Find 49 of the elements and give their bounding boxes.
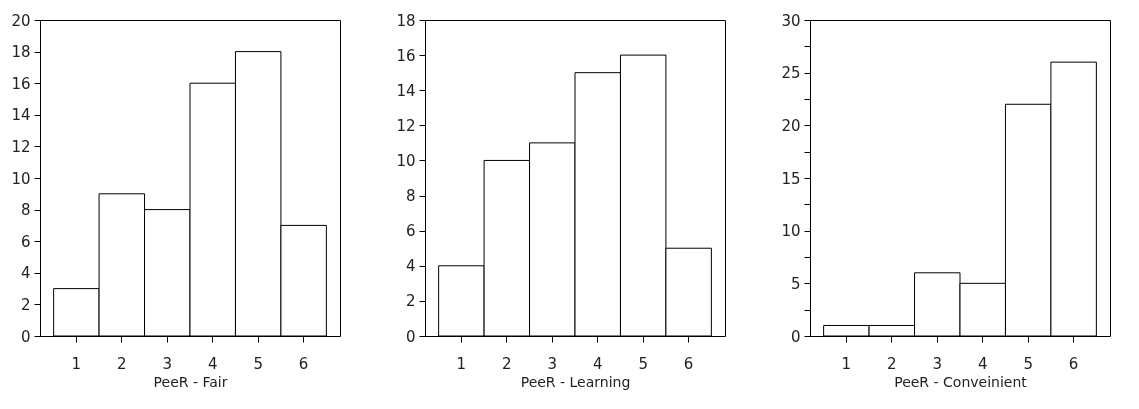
y-tick-label: 20: [781, 116, 801, 135]
y-tick-label: 0: [20, 327, 31, 346]
y-tick-label: 18: [11, 43, 31, 62]
y-tick-label: 16: [396, 46, 416, 65]
y-tick-label: 4: [20, 264, 31, 283]
y-tick-label: 18: [396, 11, 416, 30]
y-tick-label: 10: [781, 222, 801, 241]
x-tick-label: 1: [456, 354, 467, 373]
x-tick-label: 5: [1023, 354, 1033, 373]
y-tick-label: 5: [790, 274, 801, 293]
x-tick-label: 1: [841, 354, 852, 373]
y-tick-label: 15: [781, 169, 801, 188]
y-tick-label: 0: [790, 327, 801, 346]
y-tick-label: 10: [11, 169, 31, 188]
x-tick-label: 2: [117, 354, 127, 373]
y-tick-label: 25: [781, 64, 801, 83]
y-tick-label: 8: [405, 187, 416, 206]
y-tick-label: 10: [396, 151, 416, 170]
x-tick-label: 3: [162, 354, 173, 373]
x-tick-label: 6: [298, 354, 309, 373]
y-tick-label: 14: [396, 81, 416, 100]
x-tick-label: 4: [592, 354, 603, 373]
y-tick-label: 6: [405, 222, 416, 241]
x-tick-label: 3: [932, 354, 943, 373]
y-tick-label: 12: [396, 116, 416, 135]
x-tick-label: 4: [977, 354, 988, 373]
y-tick-label: 12: [11, 137, 31, 156]
y-tick-label: 14: [11, 106, 31, 125]
y-tick-label: 2: [405, 292, 416, 311]
x-tick-label: 5: [253, 354, 263, 373]
x-axis-title: PeeR - Fair: [153, 373, 228, 390]
y-tick-label: 4: [405, 257, 416, 276]
y-tick-label: 8: [20, 201, 31, 220]
x-axis-title: PeeR - Learning: [520, 373, 631, 390]
y-tick-label: 0: [405, 327, 416, 346]
x-tick-label: 6: [683, 354, 694, 373]
y-tick-label: 20: [11, 11, 31, 30]
x-tick-label: 2: [502, 354, 512, 373]
x-axis-title: PeeR - Conveinient: [894, 373, 1028, 390]
x-tick-label: 3: [547, 354, 558, 373]
x-tick-label: 6: [1068, 354, 1079, 373]
y-tick-label: 2: [20, 295, 31, 314]
x-tick-label: 1: [71, 354, 82, 373]
x-tick-label: 2: [887, 354, 897, 373]
x-tick-label: 4: [207, 354, 218, 373]
x-tick-label: 5: [638, 354, 648, 373]
y-tick-label: 16: [11, 74, 31, 93]
y-tick-label: 6: [20, 232, 31, 251]
y-tick-label: 30: [781, 11, 801, 30]
